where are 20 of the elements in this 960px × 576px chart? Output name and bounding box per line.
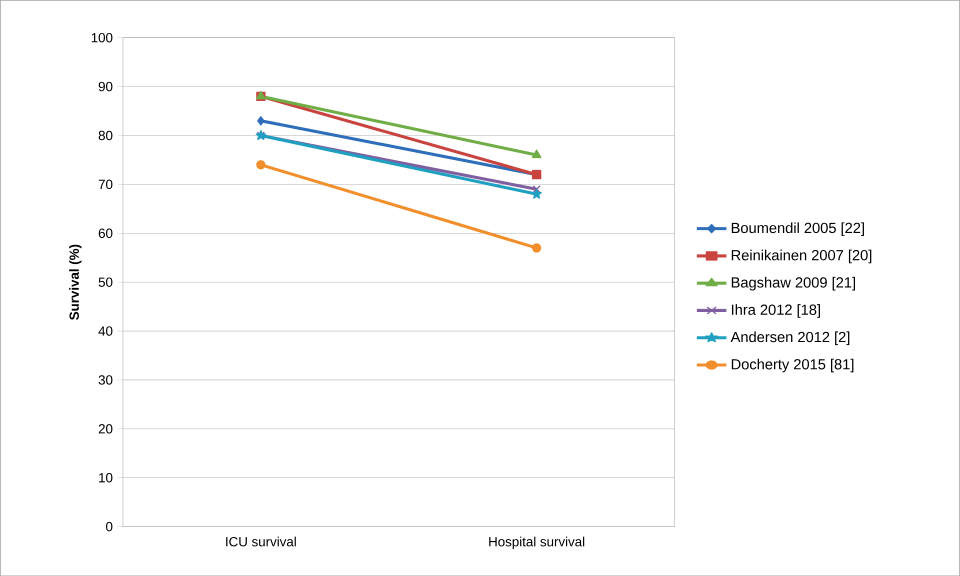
legend-label: Ihra 2012 [18] [732,304,820,318]
y-tick-label: 20 [98,424,112,434]
legend-label: Andersen 2012 [2] [730,331,850,345]
y-tick-label: 30 [98,375,112,384]
x-tick-label: ICU survival [226,536,296,546]
y-tick-label: 80 [98,130,112,140]
legend-label: Bagshaw 2009 [21] [732,276,856,290]
x-tick-label: Hospital survival [489,536,584,549]
y-tick-label: 100 [92,32,112,42]
y-tick-label: 0 [106,522,112,532]
y-tick-label: 70 [98,180,112,189]
legend-label: Docherty 2015 [81] [732,358,854,372]
y-tick-label: 50 [98,277,112,287]
y-tick-label: 10 [99,472,112,482]
y-tick-label: 90 [98,82,112,92]
y-tick-label: 60 [98,228,112,238]
legend-label: Reinikainen 2007 [20] [732,249,872,264]
legend-label: Boumendil 2005 [22] [732,222,864,236]
y-axis-title: Survival (%) [69,244,82,320]
y-tick-label: 40 [98,326,112,336]
